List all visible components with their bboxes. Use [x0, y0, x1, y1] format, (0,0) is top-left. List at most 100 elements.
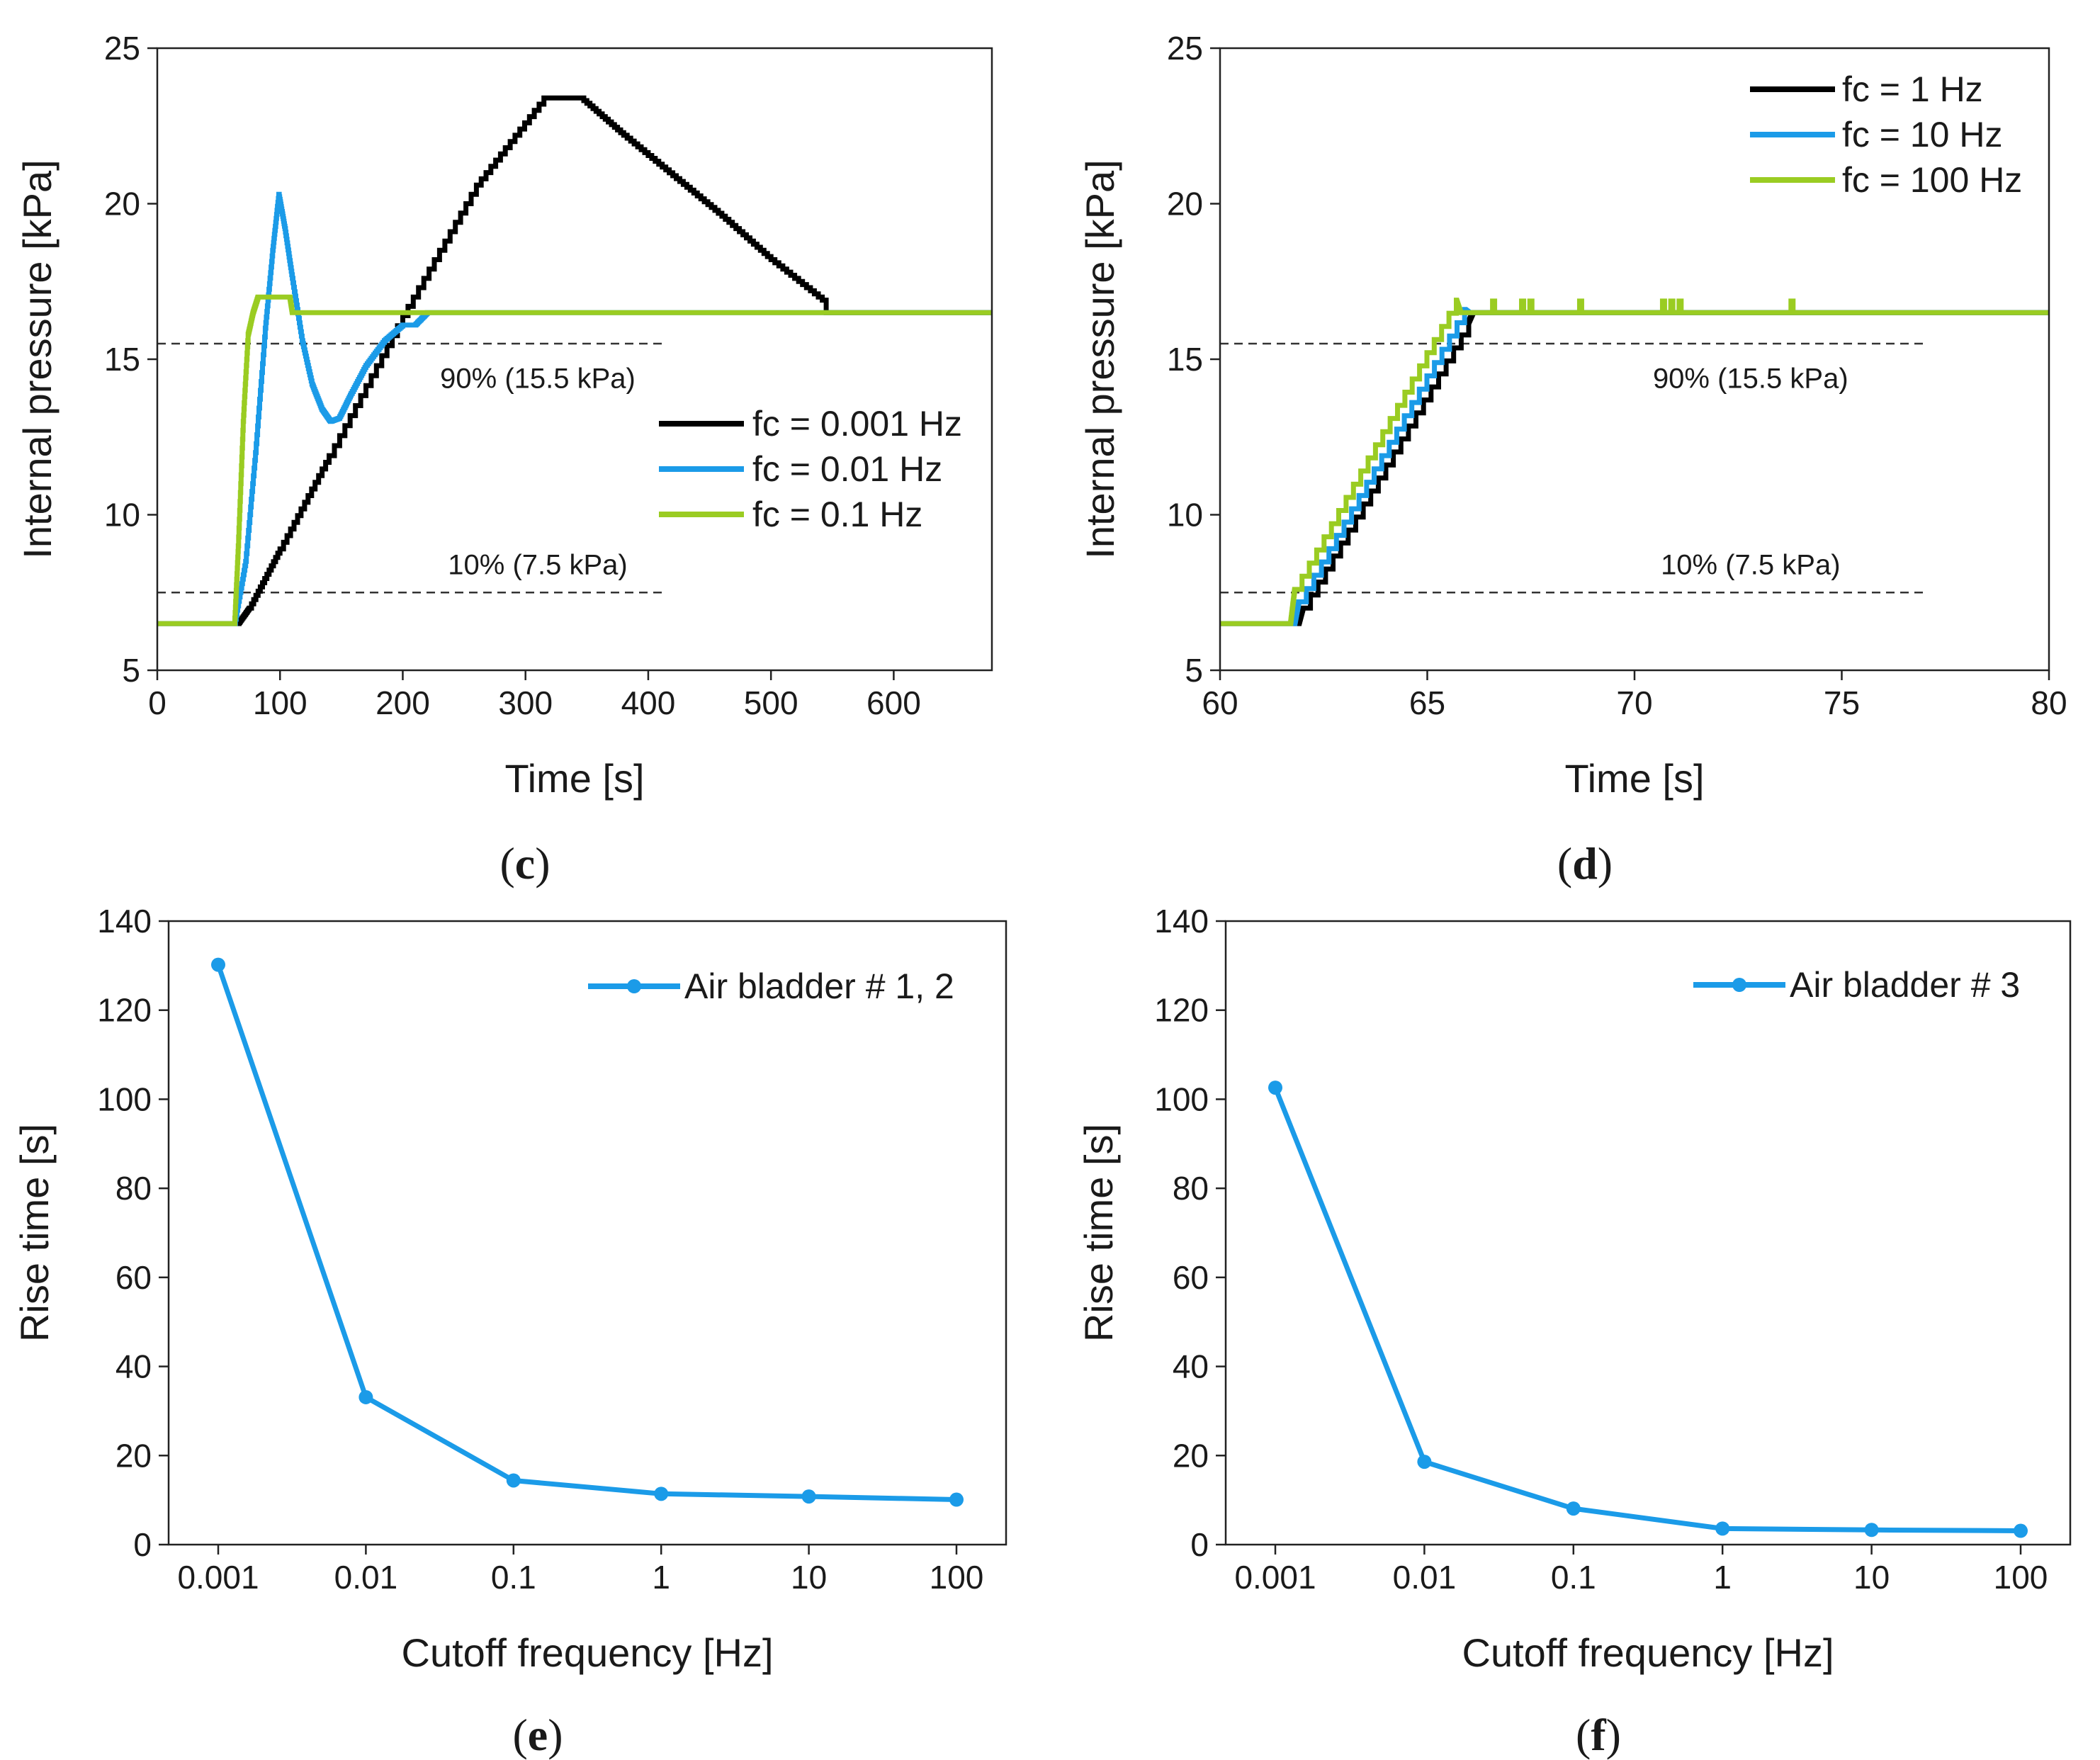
panel-label: (e) [512, 1710, 563, 1760]
y-tick-label: 10 [104, 497, 140, 534]
series-spike [1576, 298, 1584, 313]
series-line [157, 95, 992, 626]
legend-label: fc = 10 Hz [1842, 115, 2003, 154]
panel-label: (d) [1557, 838, 1613, 889]
y-tick-label: 140 [1154, 903, 1209, 940]
y-axis-label: Rise time [s] [1076, 1124, 1121, 1342]
panel-label: (f) [1576, 1710, 1621, 1760]
x-tick-label: 0.001 [177, 1559, 259, 1596]
x-tick-label: 10 [1853, 1559, 1890, 1596]
x-tick-label: 0.01 [1393, 1559, 1457, 1596]
x-tick-label: 10 [791, 1559, 827, 1596]
y-tick-label: 60 [115, 1259, 152, 1296]
x-axis-label: Time [s] [1564, 756, 1704, 801]
y-tick-label: 80 [115, 1170, 152, 1207]
data-point [1268, 1081, 1282, 1095]
reference-label: 90% (15.5 kPa) [1653, 363, 1848, 394]
series-line [1272, 1086, 2021, 1533]
reference-label: 90% (15.5 kPa) [440, 363, 636, 394]
series-f-0 [1268, 1081, 2028, 1538]
x-tick-label: 0 [148, 684, 166, 721]
chart-d: 90% (15.5 kPa) 10% (7.5 kPa) 60 65 70 75 80 5 10… [1078, 30, 2067, 889]
series-c-0 [157, 95, 992, 626]
y-axis-label: Rise time [s] [12, 1124, 57, 1342]
x-tick-label: 100 [253, 684, 307, 721]
data-point [2014, 1523, 2028, 1538]
y-tick-label: 0 [1190, 1526, 1209, 1563]
x-tick-label: 70 [1616, 684, 1652, 721]
x-axis-label: Cutoff frequency [Hz] [1462, 1630, 1834, 1675]
series-line [157, 191, 992, 626]
y-tick-label: 40 [115, 1348, 152, 1385]
x-tick-label: 1 [1713, 1559, 1732, 1596]
data-point [359, 1389, 373, 1404]
chart-f: 0.001 0.01 0.1 1 10 100 0 20 40 60 80 100 120 140 Cuto… [1076, 903, 2072, 1760]
x-tick-label: 0.1 [491, 1559, 536, 1596]
series-spike [1668, 298, 1676, 313]
series-line [1220, 310, 2049, 626]
y-tick-label: 0 [133, 1526, 152, 1563]
panel-label: (c) [499, 838, 550, 889]
legend-marker [627, 979, 641, 993]
y-tick-label: 60 [1173, 1259, 1209, 1296]
series-spike [1659, 298, 1667, 313]
legend: fc = 0.001 Hz fc = 0.01 Hz fc = 0.1 Hz [659, 404, 962, 534]
y-tick-label: 120 [97, 992, 152, 1029]
x-tick-label: 65 [1409, 684, 1445, 721]
y-tick-label: 20 [115, 1437, 152, 1474]
data-point [1566, 1501, 1581, 1516]
y-tick-label: 5 [1185, 652, 1203, 689]
data-point [506, 1473, 521, 1488]
series-c-2 [157, 294, 992, 626]
series-line [215, 964, 957, 1502]
y-tick-label: 20 [1167, 186, 1203, 222]
x-tick-label: 300 [498, 684, 553, 721]
x-tick-label: 60 [1202, 684, 1238, 721]
series-line [157, 294, 992, 626]
series-d-2 [1220, 298, 2049, 626]
legend-label: fc = 0.001 Hz [752, 404, 962, 444]
y-tick-label: 40 [1173, 1348, 1209, 1385]
legend-label: Air bladder # 1, 2 [684, 966, 954, 1006]
y-tick-label: 100 [97, 1081, 152, 1117]
y-tick-label: 25 [1167, 30, 1203, 67]
plot-frame [167, 920, 1007, 1546]
legend-label: fc = 1 Hz [1842, 69, 1983, 109]
x-tick-label: 80 [2031, 684, 2067, 721]
x-axis-label: Time [s] [504, 756, 644, 801]
series-d-1 [1220, 307, 2049, 626]
x-tick-label: 0.1 [1551, 1559, 1596, 1596]
series-c-1 [157, 191, 992, 626]
legend: Air bladder # 1, 2 [588, 966, 954, 1006]
data-point [949, 1492, 964, 1507]
y-tick-label: 20 [104, 186, 140, 222]
legend-label: Air bladder # 3 [1790, 965, 2020, 1005]
x-tick-label: 600 [866, 684, 921, 721]
series-spike [1788, 298, 1796, 313]
y-tick-label: 140 [97, 903, 152, 940]
y-axis-label: Internal pressure [kPa] [15, 159, 60, 558]
reference-label: 10% (7.5 kPa) [448, 550, 627, 581]
series-spike [1527, 298, 1535, 313]
series-spike [1490, 298, 1498, 313]
data-point [1417, 1455, 1432, 1470]
data-point [1864, 1523, 1879, 1538]
reference-label: 10% (7.5 kPa) [1661, 550, 1840, 581]
x-tick-label: 500 [744, 684, 798, 721]
series-line [1220, 298, 2049, 626]
y-tick-label: 120 [1154, 992, 1209, 1029]
chart-e: 0.001 0.01 0.1 1 10 100 0 20 40 60 80 100 120 140 Cuto… [12, 903, 1007, 1760]
legend-label: fc = 0.01 Hz [752, 449, 942, 489]
legend-marker [1732, 978, 1746, 992]
x-tick-label: 100 [930, 1559, 984, 1596]
x-tick-label: 75 [1824, 684, 1860, 721]
x-tick-label: 0.01 [334, 1559, 398, 1596]
legend-label: fc = 0.1 Hz [752, 495, 922, 534]
plot-frame [1224, 920, 2072, 1546]
x-tick-label: 100 [1994, 1559, 2048, 1596]
legend: fc = 1 Hz fc = 10 Hz fc = 100 Hz [1750, 69, 2022, 200]
chart-c: 90% (15.5 kPa) 10% (7.5 kPa) 0 100 200 300 400… [15, 30, 993, 889]
x-tick-label: 1 [652, 1559, 670, 1596]
legend-label: fc = 100 Hz [1842, 160, 2022, 200]
